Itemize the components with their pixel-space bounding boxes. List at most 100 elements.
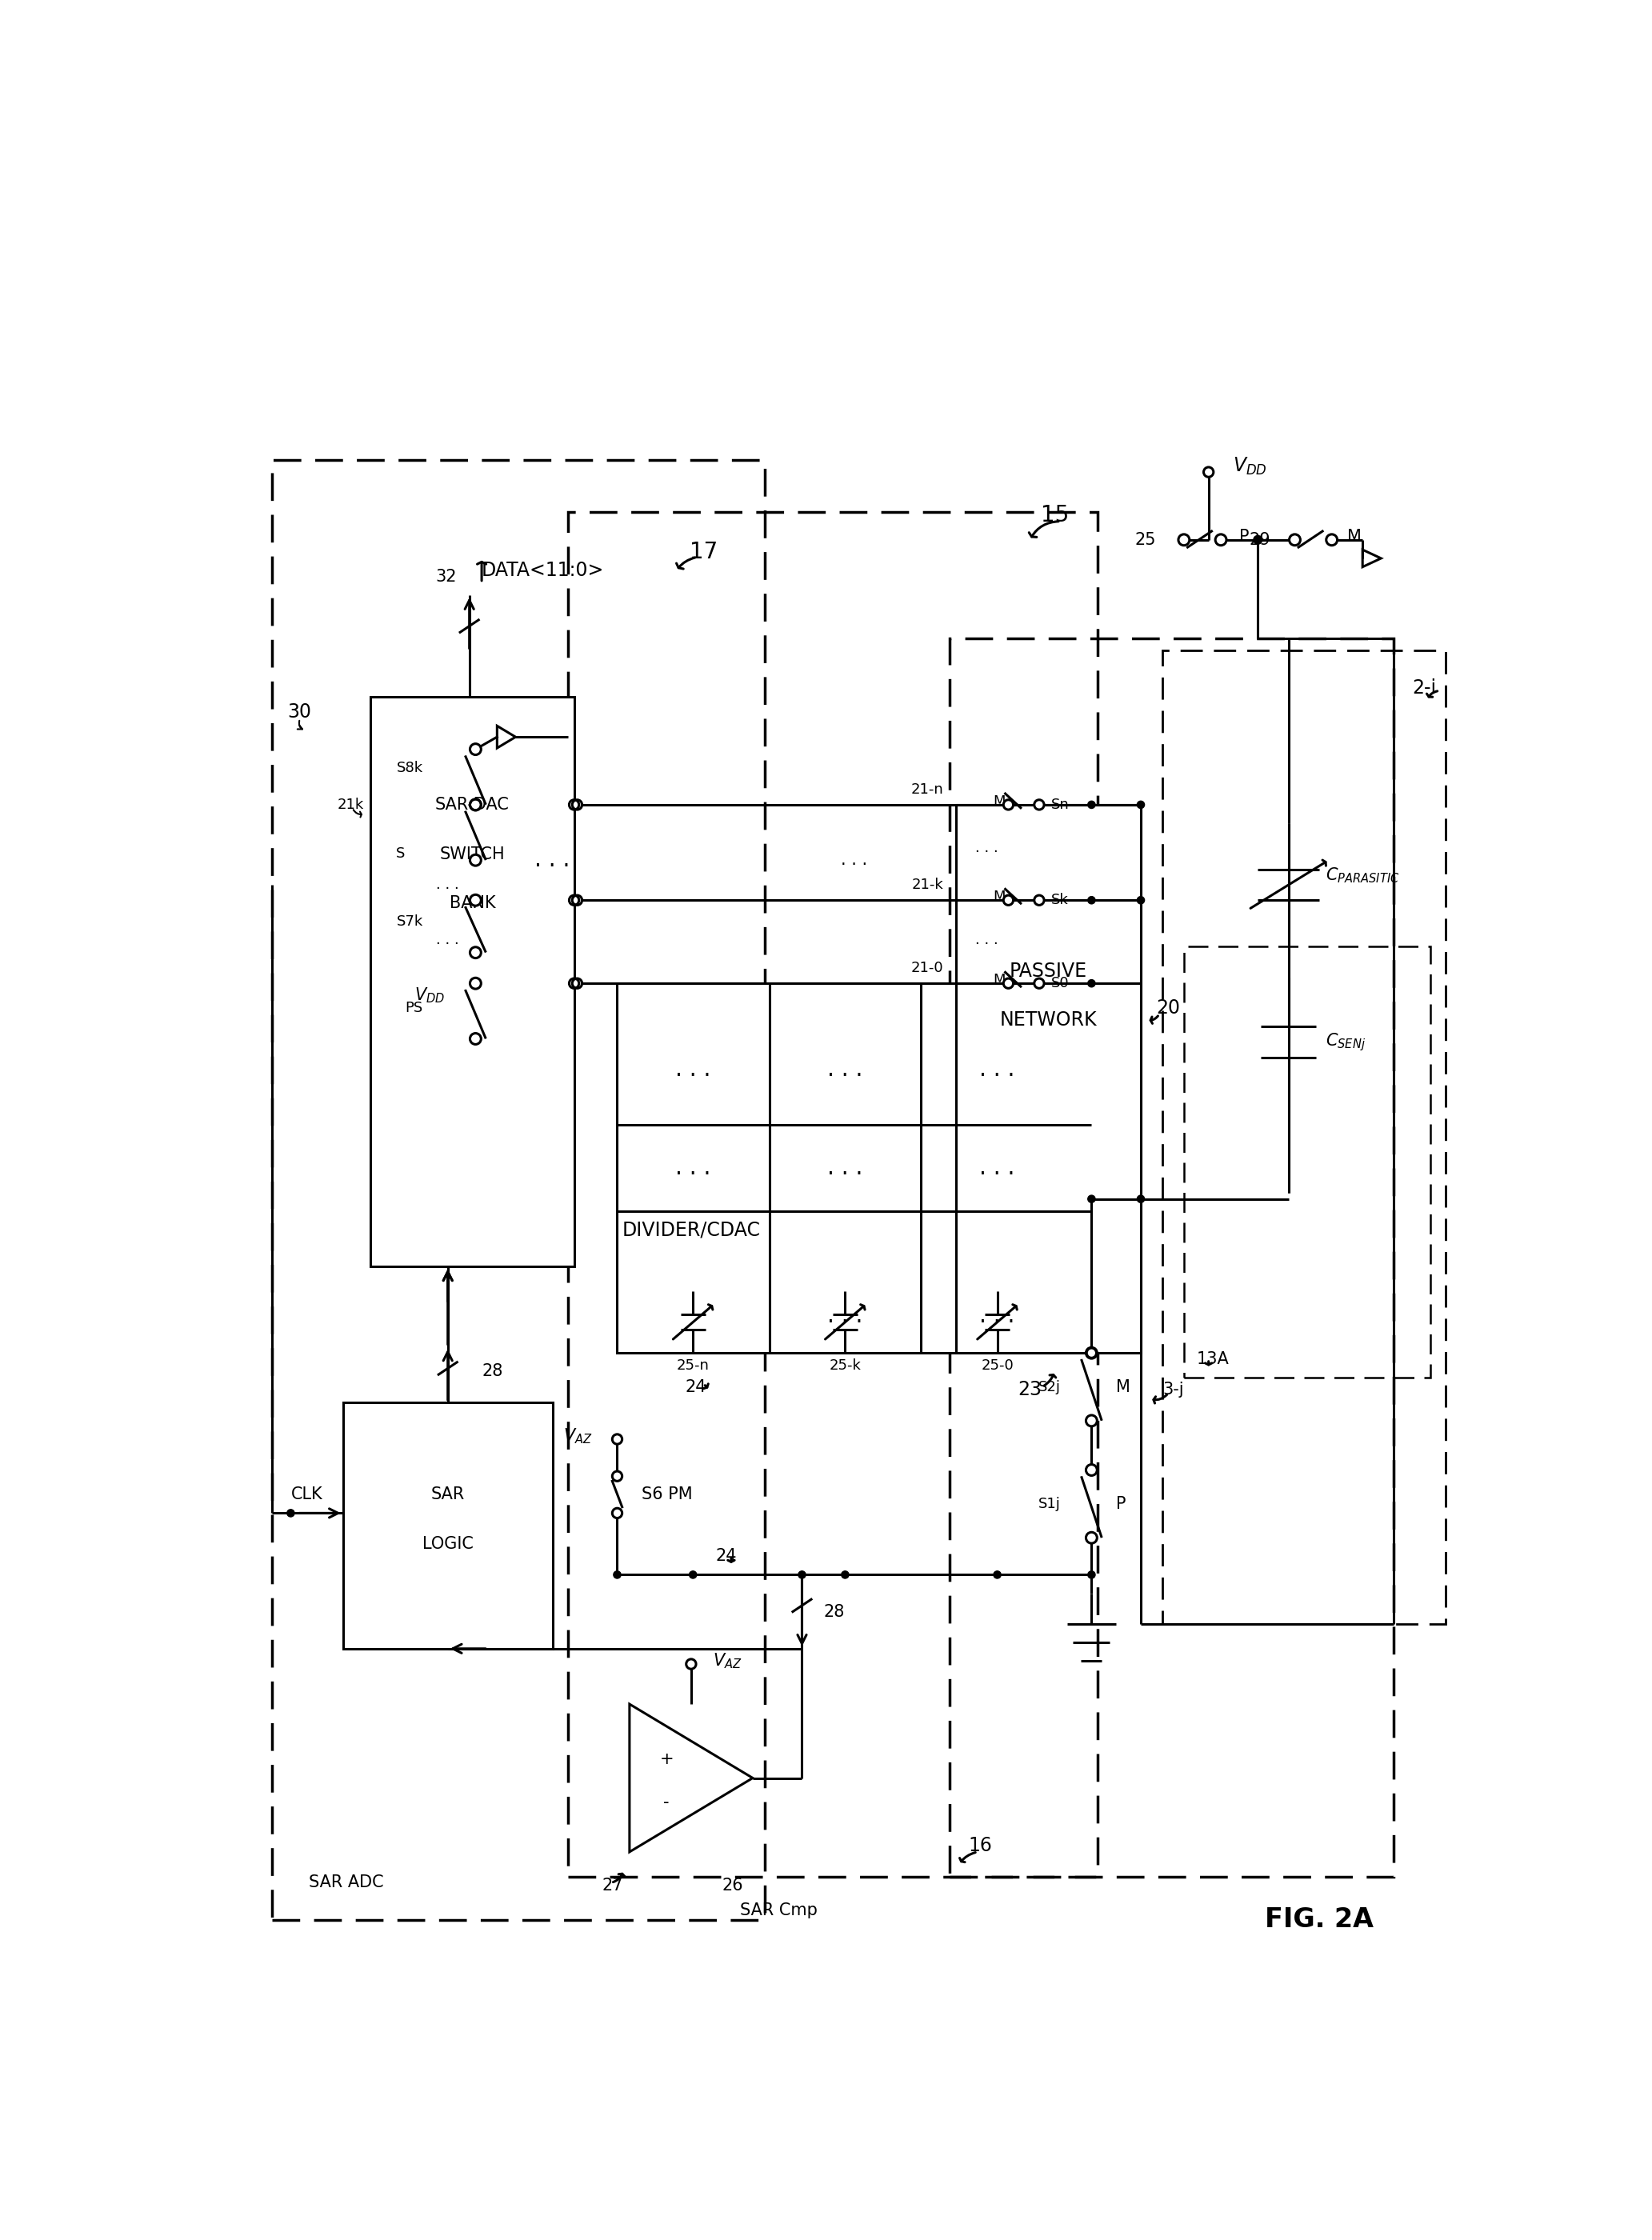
Text: $V_{AZ}$: $V_{AZ}$ [563, 1427, 593, 1445]
Text: $V_{AZ}$: $V_{AZ}$ [712, 1651, 742, 1671]
Bar [273, 459, 765, 1920]
Circle shape [1087, 896, 1095, 905]
Text: SWITCH: SWITCH [439, 847, 506, 862]
Bar [344, 1402, 552, 1649]
Circle shape [1003, 800, 1013, 809]
Bar [618, 983, 1092, 1353]
Text: DATA<11:0>: DATA<11:0> [482, 560, 605, 580]
Circle shape [469, 1033, 481, 1044]
Text: . . .: . . . [980, 1304, 1014, 1326]
Circle shape [572, 800, 582, 809]
Text: 17: 17 [689, 542, 717, 564]
Circle shape [570, 979, 578, 988]
Circle shape [1204, 468, 1214, 477]
Text: Sk: Sk [1051, 894, 1069, 907]
Text: M: M [993, 889, 1006, 905]
Circle shape [1137, 1196, 1145, 1203]
Circle shape [1085, 1416, 1097, 1427]
Text: 27: 27 [601, 1877, 623, 1893]
Circle shape [1034, 979, 1044, 988]
Circle shape [572, 896, 582, 905]
Circle shape [1085, 1465, 1097, 1476]
Text: FIG. 2A: FIG. 2A [1265, 1906, 1374, 1933]
Circle shape [1003, 979, 1013, 988]
Circle shape [1137, 896, 1145, 905]
Circle shape [469, 979, 481, 988]
Text: Sn: Sn [1051, 797, 1070, 811]
Text: 23: 23 [1018, 1380, 1042, 1400]
Circle shape [798, 1570, 806, 1579]
Circle shape [572, 979, 582, 988]
Circle shape [1087, 1570, 1095, 1579]
Text: 25-k: 25-k [829, 1357, 861, 1373]
Circle shape [1087, 802, 1095, 809]
Text: M: M [993, 795, 1006, 809]
Text: 21-0: 21-0 [912, 961, 943, 974]
Text: 21k: 21k [337, 797, 363, 811]
Bar [957, 804, 1142, 1353]
Circle shape [469, 744, 481, 755]
Circle shape [689, 1570, 697, 1579]
Circle shape [469, 800, 481, 811]
Text: 26: 26 [722, 1877, 743, 1893]
Circle shape [1087, 1196, 1095, 1203]
Text: 21-k: 21-k [912, 878, 943, 892]
Text: S: S [395, 847, 405, 860]
Text: $C_{SENj}$: $C_{SENj}$ [1325, 1030, 1366, 1053]
Text: . . .: . . . [535, 849, 570, 871]
Text: 16: 16 [968, 1837, 993, 1855]
Text: SAR: SAR [431, 1487, 464, 1503]
Text: 3-j: 3-j [1163, 1382, 1183, 1398]
Text: 28: 28 [482, 1364, 502, 1380]
Text: -: - [664, 1794, 669, 1810]
Text: 25: 25 [1135, 531, 1156, 549]
Text: . . .: . . . [828, 1156, 862, 1178]
Circle shape [686, 1660, 695, 1669]
Text: S2j: S2j [1039, 1380, 1061, 1393]
Text: 28: 28 [824, 1604, 844, 1620]
Text: M: M [1117, 1380, 1130, 1396]
Text: . . .: . . . [436, 878, 459, 892]
Text: 32: 32 [436, 569, 458, 585]
Bar [1163, 650, 1446, 1624]
Text: . . .: . . . [828, 1060, 862, 1082]
Text: $V_{DD}$: $V_{DD}$ [415, 986, 444, 1006]
Text: SAR Cmp: SAR Cmp [740, 1902, 818, 1917]
Circle shape [1034, 800, 1044, 809]
Circle shape [1087, 979, 1095, 988]
Circle shape [1178, 535, 1189, 544]
Text: 20: 20 [1156, 999, 1180, 1017]
Text: PS: PS [405, 1001, 423, 1015]
Text: . . .: . . . [980, 1060, 1014, 1082]
Text: $C_{PARASITIC}$: $C_{PARASITIC}$ [1325, 867, 1399, 885]
Bar [950, 638, 1393, 1877]
Circle shape [1137, 802, 1145, 809]
Circle shape [613, 1508, 623, 1519]
Text: 21-n: 21-n [910, 782, 943, 797]
Text: . . .: . . . [676, 1156, 710, 1178]
Circle shape [613, 1472, 623, 1481]
Text: BANK: BANK [449, 896, 496, 912]
Text: 2-i: 2-i [1412, 679, 1437, 697]
Text: 25-n: 25-n [677, 1357, 709, 1373]
Text: . . .: . . . [436, 934, 459, 948]
Text: 29: 29 [1249, 531, 1270, 549]
Circle shape [1085, 1348, 1097, 1357]
Text: $V_{DD}$: $V_{DD}$ [1232, 455, 1267, 477]
Circle shape [1327, 535, 1338, 544]
Circle shape [1085, 1532, 1097, 1543]
Text: SAR-DAC: SAR-DAC [434, 797, 509, 813]
Text: S0: S0 [1051, 977, 1069, 990]
Circle shape [993, 1570, 1001, 1579]
Bar [1184, 945, 1431, 1378]
Circle shape [570, 896, 578, 905]
Circle shape [841, 1570, 849, 1579]
Text: 30: 30 [287, 703, 312, 721]
Bar [370, 697, 575, 1268]
Text: S1j: S1j [1039, 1496, 1061, 1512]
Circle shape [469, 800, 481, 811]
Text: LOGIC: LOGIC [423, 1537, 474, 1552]
Text: S6 PM: S6 PM [643, 1487, 692, 1503]
Text: P: P [1117, 1496, 1127, 1512]
Text: 24: 24 [686, 1380, 705, 1396]
